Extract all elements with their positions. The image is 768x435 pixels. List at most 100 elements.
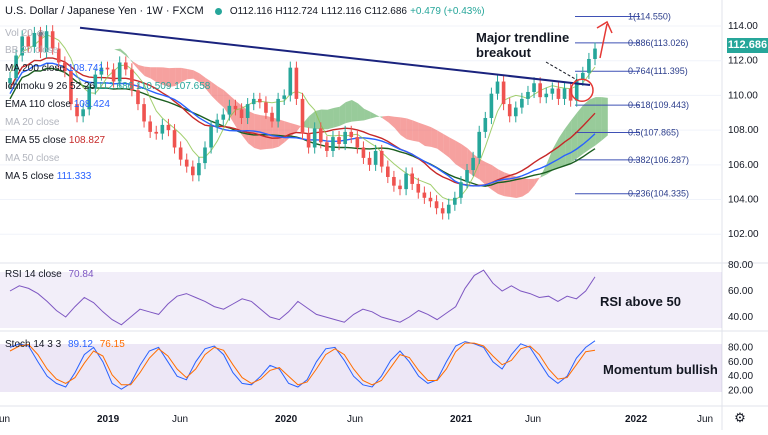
ichimoku-cloud-segment — [370, 112, 376, 119]
legend-item[interactable]: MA 20 close — [5, 117, 59, 129]
legend-values: 112.686 110.509 107.658 — [95, 81, 210, 92]
candle-body — [508, 104, 512, 116]
stoch-annotation: Momentum bullish — [603, 362, 718, 377]
candle-body — [459, 182, 463, 198]
y-tick-label: 102.00 — [728, 229, 759, 240]
y-tick-label: 104.00 — [728, 195, 759, 206]
price-change: +0.479 (+0.43%) — [410, 6, 485, 17]
ichimoku-cloud-segment — [132, 61, 138, 69]
candle-body — [532, 83, 536, 92]
ichimoku-cloud-segment — [559, 128, 565, 168]
candle-body — [551, 88, 555, 93]
candle-body — [380, 151, 384, 167]
stoch-k-value: 89.12 — [68, 339, 93, 350]
candle-body — [557, 88, 561, 98]
legend-item[interactable]: BB 20 close — [5, 45, 58, 57]
ichimoku-cloud-segment — [218, 86, 224, 107]
candle-body — [362, 147, 366, 157]
candle-body — [203, 147, 207, 163]
candle-body — [240, 109, 244, 118]
ichimoku-cloud-segment — [583, 99, 589, 153]
fib-level-label: 0.886(113.026) — [628, 38, 688, 48]
ichimoku-cloud-segment — [279, 119, 285, 146]
y-tick-label: 112.00 — [728, 56, 758, 67]
ichimoku-cloud-segment — [114, 49, 120, 52]
candle-body — [197, 163, 201, 175]
ohlc-low: L112.116 — [321, 6, 361, 17]
candle-body — [343, 132, 347, 144]
candle-body — [471, 158, 475, 170]
rsi-title: RSI 14 close — [5, 269, 62, 280]
ichimoku-cloud-segment — [407, 118, 413, 140]
ichimoku-cloud-segment — [522, 178, 528, 197]
candle-body — [264, 102, 268, 112]
legend-label: MA 5 close — [5, 171, 54, 182]
legend-item[interactable]: Ichimoku 9 26 52 26 112.686 110.509 107.… — [5, 81, 210, 93]
stoch-pane-title[interactable]: Stoch 14 3 3 89.12 76.15 — [5, 339, 125, 350]
legend-item[interactable]: MA 50 close — [5, 153, 59, 165]
ohlc-high: H112.724 — [275, 6, 318, 17]
legend-item[interactable]: MA 200 close 108.741 — [5, 63, 104, 75]
visibility-eye-icon[interactable]: ◉ — [37, 27, 47, 39]
candle-body — [112, 69, 116, 81]
ichimoku-cloud-segment — [388, 116, 394, 128]
candle-body — [349, 132, 353, 137]
ichimoku-cloud-segment — [212, 82, 218, 102]
legend-item[interactable]: Vol 20 ◉ — [5, 27, 47, 40]
ichimoku-cloud-segment — [565, 120, 571, 166]
rsi-pane-title[interactable]: RSI 14 close 70.84 — [5, 269, 94, 280]
market-status-icon — [215, 8, 222, 15]
fib-level-label: 0.382(106.287) — [628, 155, 689, 165]
x-tick-label: Jun — [172, 414, 188, 425]
candle-body — [410, 174, 414, 184]
candle-body — [465, 170, 469, 182]
rsi-tick-label: 80.00 — [728, 260, 753, 271]
target-arrowhead — [597, 22, 612, 33]
ichimoku-cloud-segment — [187, 69, 193, 79]
stoch-tick-label: 80.00 — [728, 342, 753, 353]
candle-body — [386, 167, 390, 177]
ichimoku-cloud-segment — [437, 130, 443, 153]
annotation-pointer — [546, 62, 577, 80]
fib-level-label: 0.764(111.395) — [628, 66, 688, 76]
ichimoku-cloud-segment — [596, 97, 602, 145]
settings-gear-icon[interactable]: ⚙ — [733, 411, 747, 425]
legend-item[interactable]: EMA 110 close 108.424 — [5, 99, 110, 111]
legend-item[interactable]: EMA 55 close 108.827 — [5, 135, 105, 147]
candle-body — [179, 147, 183, 159]
symbol-name[interactable]: U.S. Dollar / Japanese Yen — [5, 5, 136, 17]
ichimoku-cloud-segment — [145, 67, 151, 79]
rsi-tick-label: 60.00 — [728, 286, 753, 297]
ichimoku-cloud-segment — [321, 110, 327, 130]
ichimoku-cloud-segment — [431, 127, 437, 148]
interval-label[interactable]: 1W — [146, 5, 163, 17]
legend-item[interactable]: MA 5 close 111.333 — [5, 171, 91, 183]
candle-body — [295, 68, 299, 99]
candle-body — [289, 68, 293, 96]
fib-level-label: 0.5(107.865) — [628, 127, 679, 137]
ichimoku-cloud-segment — [401, 117, 407, 139]
candle-body — [563, 88, 567, 98]
legend-label: BB 20 close — [5, 45, 58, 56]
ichimoku-cloud-segment — [443, 134, 449, 158]
rsi-value: 70.84 — [68, 269, 93, 280]
candle-body — [593, 49, 597, 59]
ichimoku-cloud-segment — [535, 176, 541, 185]
candle-body — [228, 106, 232, 115]
fib-level-label: 0.618(109.443) — [628, 100, 689, 110]
legend-label: Vol 20 — [5, 28, 33, 39]
symbol-header[interactable]: U.S. Dollar / Japanese Yen · 1W · FXCM O… — [5, 5, 485, 17]
ichimoku-cloud-segment — [358, 103, 364, 121]
candle-body — [490, 94, 494, 118]
legend-label: EMA 55 close — [5, 135, 66, 146]
candle-body — [148, 121, 152, 131]
candle-body — [423, 193, 427, 198]
candle-body — [356, 137, 360, 147]
ichimoku-cloud-segment — [364, 109, 370, 121]
stoch-title: Stoch 14 3 3 — [5, 339, 61, 350]
candle-body — [587, 59, 591, 73]
ichimoku-cloud-segment — [480, 159, 486, 185]
candle-body — [544, 94, 548, 97]
ichimoku-cloud-segment — [449, 137, 455, 164]
fib-level-label: 0.236(104.335) — [628, 189, 689, 199]
